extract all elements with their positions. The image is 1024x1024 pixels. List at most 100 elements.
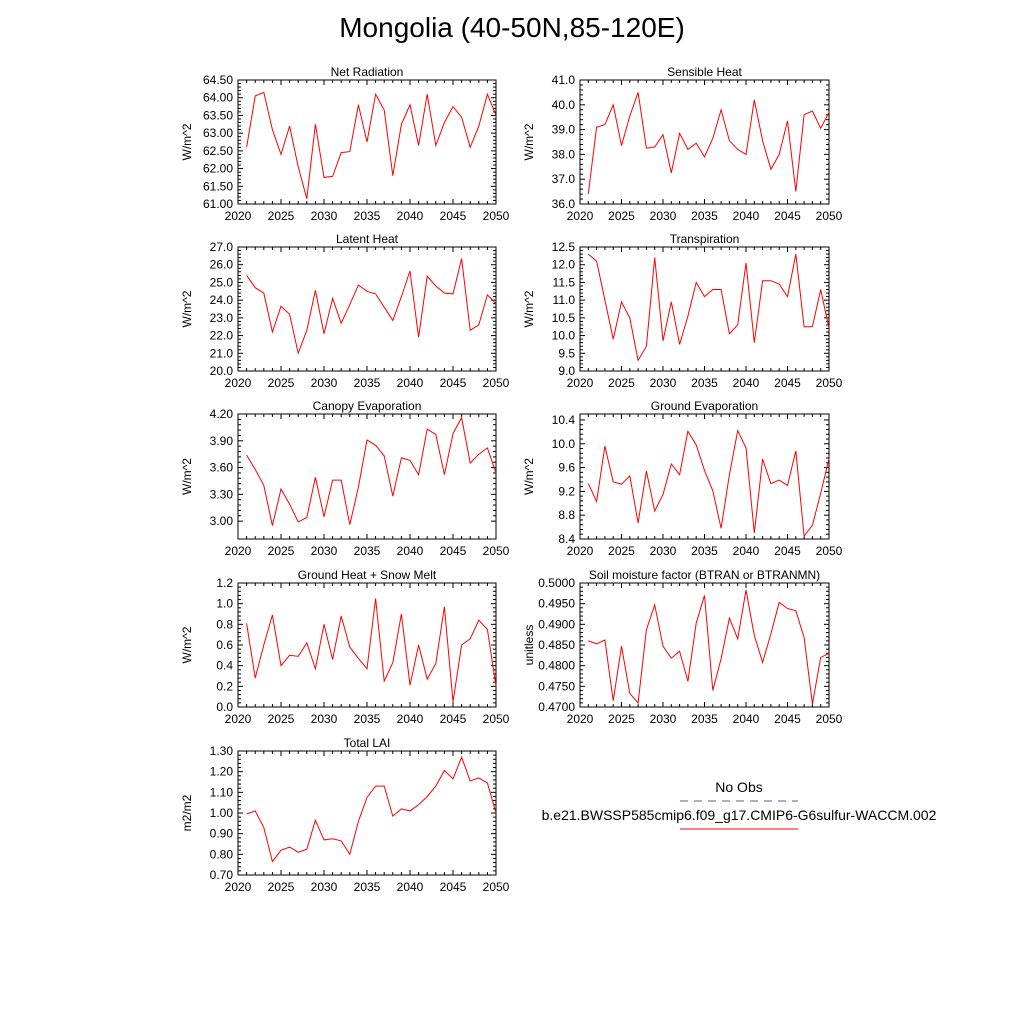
x-tick-label: 2020 bbox=[225, 209, 252, 223]
x-tick-label: 2025 bbox=[268, 880, 295, 894]
x-tick-label: 2030 bbox=[650, 209, 677, 223]
y-tick-label: 1.0 bbox=[216, 597, 233, 611]
x-tick-label: 2045 bbox=[440, 209, 467, 223]
x-tick-label: 2035 bbox=[691, 544, 718, 558]
y-tick-label: 1.00 bbox=[210, 806, 234, 820]
y-tick-label: 0.4 bbox=[216, 659, 233, 673]
y-tick-label: 38.0 bbox=[552, 147, 576, 161]
x-tick-label: 2045 bbox=[440, 376, 467, 390]
y-tick-label: 26.0 bbox=[210, 258, 234, 272]
x-tick-label: 2040 bbox=[733, 712, 760, 726]
x-tick-label: 2045 bbox=[774, 712, 801, 726]
y-axis-label: W/m^2 bbox=[522, 458, 536, 495]
y-tick-label: 25.0 bbox=[210, 275, 234, 289]
plot-frame bbox=[579, 79, 830, 205]
y-tick-label: 0.6 bbox=[216, 638, 233, 652]
y-tick-label: 0.0 bbox=[216, 700, 233, 714]
y-tick-label: 63.00 bbox=[203, 126, 233, 140]
legend: No Obs b.e21.BWSSP585cmip6.f09_g17.CMIP6… bbox=[542, 779, 937, 830]
x-tick-label: 2035 bbox=[354, 544, 381, 558]
plot-frame bbox=[579, 246, 830, 372]
y-tick-label: 63.50 bbox=[203, 108, 233, 122]
y-axis-label: W/m^2 bbox=[180, 123, 194, 160]
y-axis-label: W/m^2 bbox=[522, 123, 536, 160]
y-tick-label: 10.5 bbox=[552, 311, 576, 325]
y-tick-label: 9.0 bbox=[558, 364, 575, 378]
chart-panel: Sensible Heat W/m^2 2020 2025 2030 2035 2040 20… bbox=[522, 65, 843, 223]
chart-panel: Ground Heat + Snow Melt W/m^2 2020 2025 2030… bbox=[180, 568, 510, 726]
x-tick-label: 2040 bbox=[733, 544, 760, 558]
x-tick-label: 2030 bbox=[311, 544, 338, 558]
y-tick-label: 3.30 bbox=[210, 487, 234, 501]
x-tick-label: 2020 bbox=[567, 376, 594, 390]
panel-title: Transpiration bbox=[670, 232, 740, 246]
y-tick-label: 23.0 bbox=[210, 311, 234, 325]
panel-title: Sensible Heat bbox=[667, 65, 742, 79]
y-tick-label: 12.0 bbox=[552, 258, 576, 272]
y-tick-label: 12.5 bbox=[552, 240, 576, 254]
y-tick-label: 24.0 bbox=[210, 293, 234, 307]
panel-title: Latent Heat bbox=[336, 232, 399, 246]
y-tick-label: 3.60 bbox=[210, 461, 234, 475]
y-tick-label: 10.0 bbox=[552, 329, 576, 343]
series-line bbox=[588, 589, 830, 705]
y-tick-label: 0.4950 bbox=[538, 597, 575, 611]
x-tick-label: 2035 bbox=[354, 712, 381, 726]
y-axis-label: unitless bbox=[522, 625, 536, 666]
y-tick-label: 61.00 bbox=[203, 197, 233, 211]
x-tick-label: 2050 bbox=[483, 209, 510, 223]
y-tick-label: 9.2 bbox=[558, 484, 575, 498]
x-tick-label: 2045 bbox=[440, 880, 467, 894]
panel-title: Soil moisture factor (BTRAN or BTRANMN) bbox=[589, 568, 820, 582]
x-tick-label: 2030 bbox=[311, 880, 338, 894]
x-tick-label: 2030 bbox=[311, 712, 338, 726]
y-tick-label: 41.0 bbox=[552, 73, 576, 87]
y-tick-label: 4.20 bbox=[210, 407, 234, 421]
y-tick-label: 20.0 bbox=[210, 364, 234, 378]
y-tick-label: 1.2 bbox=[216, 576, 233, 590]
x-tick-label: 2050 bbox=[483, 376, 510, 390]
x-tick-label: 2020 bbox=[225, 880, 252, 894]
series-line bbox=[246, 416, 497, 526]
x-tick-label: 2040 bbox=[397, 544, 424, 558]
y-tick-label: 22.0 bbox=[210, 329, 234, 343]
y-tick-label: 0.8 bbox=[216, 617, 233, 631]
x-tick-label: 2030 bbox=[650, 544, 677, 558]
panel-title: Total LAI bbox=[344, 736, 391, 750]
x-tick-label: 2050 bbox=[816, 712, 843, 726]
plot-frame bbox=[579, 413, 830, 540]
plot-frame bbox=[237, 246, 497, 372]
x-tick-label: 2030 bbox=[311, 376, 338, 390]
y-tick-label: 1.30 bbox=[210, 744, 234, 758]
y-axis-label: W/m^2 bbox=[180, 626, 194, 663]
x-tick-label: 2020 bbox=[225, 712, 252, 726]
series-line bbox=[587, 92, 830, 195]
y-tick-label: 64.00 bbox=[203, 91, 233, 105]
y-tick-label: 8.8 bbox=[558, 508, 575, 522]
panels-group: Net Radiation W/m^2 2020 2025 2030 2035 2040 20… bbox=[180, 65, 843, 894]
y-tick-label: 0.4750 bbox=[538, 679, 575, 693]
panel-title: Ground Evaporation bbox=[651, 399, 758, 413]
y-tick-label: 64.50 bbox=[203, 73, 233, 87]
plot-frame bbox=[237, 413, 497, 540]
y-tick-label: 21.0 bbox=[210, 346, 234, 360]
x-tick-label: 2030 bbox=[650, 376, 677, 390]
panel-title: Canopy Evaporation bbox=[313, 399, 422, 413]
y-tick-label: 0.4850 bbox=[538, 638, 575, 652]
y-tick-label: 0.2 bbox=[216, 679, 233, 693]
y-tick-label: 1.10 bbox=[210, 785, 234, 799]
x-tick-label: 2020 bbox=[225, 544, 252, 558]
y-tick-label: 9.6 bbox=[558, 461, 575, 475]
series-line bbox=[246, 258, 497, 356]
x-tick-label: 2045 bbox=[440, 712, 467, 726]
y-tick-label: 11.0 bbox=[553, 293, 576, 307]
series-line bbox=[246, 755, 497, 863]
y-tick-label: 1.20 bbox=[210, 765, 234, 779]
y-axis-label: W/m^2 bbox=[180, 458, 194, 495]
x-tick-label: 2025 bbox=[608, 376, 635, 390]
x-tick-label: 2045 bbox=[774, 544, 801, 558]
x-tick-label: 2030 bbox=[650, 712, 677, 726]
x-tick-label: 2050 bbox=[483, 712, 510, 726]
x-tick-label: 2045 bbox=[440, 544, 467, 558]
